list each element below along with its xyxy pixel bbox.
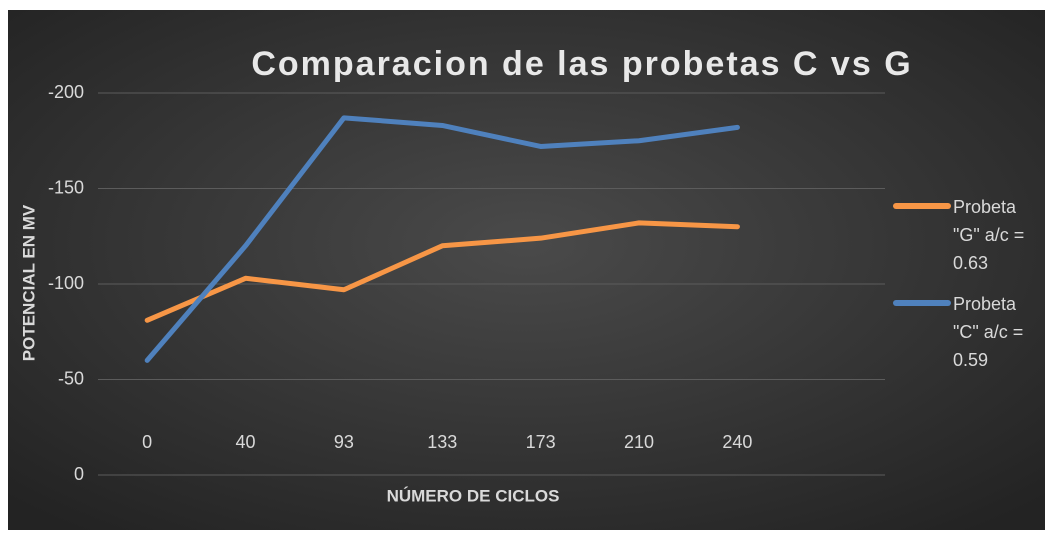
chart-title: Comparacion de las probetas C vs G: [251, 45, 912, 83]
y-tick-label: 0: [74, 464, 84, 484]
x-tick-label: 40: [236, 432, 256, 452]
y-tick-label: -150: [48, 177, 84, 197]
legend-item: Probeta "G" a/c = 0.63: [893, 193, 1043, 277]
chart-background: [8, 10, 1045, 530]
legend-label: Probeta "G" a/c = 0.63: [953, 197, 1025, 273]
legend-label: Probeta "C" a/c = 0.59: [953, 294, 1024, 370]
x-tick-label: 93: [334, 432, 354, 452]
legend-key: [893, 203, 951, 209]
x-tick-label: 133: [427, 432, 457, 452]
series-line: [144, 220, 740, 323]
legend-key: [893, 300, 951, 306]
x-tick-label: 210: [624, 432, 654, 452]
x-tick-label: 173: [526, 432, 556, 452]
legend-item: Probeta "C" a/c = 0.59: [893, 290, 1043, 374]
y-tick-label: -100: [48, 273, 84, 293]
x-tick-label: 240: [722, 432, 752, 452]
y-axis-title: POTENCIAL EN MV: [19, 204, 38, 361]
x-axis-title: NÚMERO DE CICLOS: [387, 486, 560, 505]
y-tick-label: -200: [48, 82, 84, 102]
series-line: [144, 115, 740, 363]
x-tick-label: 0: [142, 432, 152, 452]
y-tick-label: -50: [58, 368, 84, 388]
